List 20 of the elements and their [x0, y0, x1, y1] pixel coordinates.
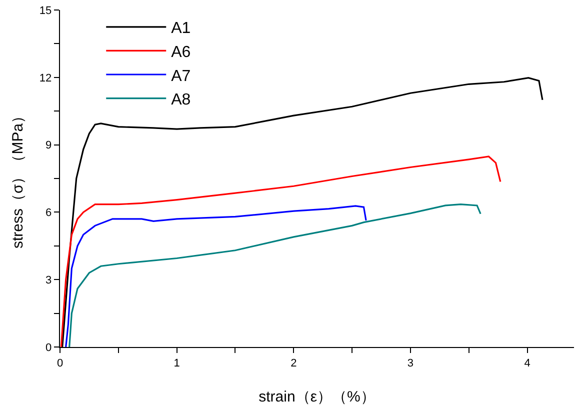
legend-label: A1 — [171, 20, 191, 38]
y-axis-title: stress（σ）（MPa） — [10, 108, 27, 249]
line-series — [60, 156, 502, 347]
x-tick-label: 4 — [524, 357, 530, 370]
x-tick-label: 3 — [407, 357, 414, 370]
x-tick-label: 2 — [290, 357, 297, 370]
legend-label: A6 — [171, 44, 191, 61]
x-axis-title: strain（ε）（%） — [258, 388, 376, 406]
line-series — [65, 205, 367, 347]
y-tick-label: 0 — [46, 342, 52, 354]
line-series — [68, 204, 482, 347]
legend-label: A8 — [171, 92, 191, 109]
y-tick-label: 3 — [46, 274, 52, 286]
y-tick-label: 6 — [46, 207, 52, 220]
y-tick-label: 9 — [46, 140, 52, 152]
y-tick-label: 15 — [39, 4, 52, 17]
y-tick-label: 12 — [39, 72, 52, 84]
legend-label: A7 — [171, 68, 191, 85]
x-tick-label: 1 — [174, 357, 180, 370]
x-tick-label: 0 — [56, 357, 64, 370]
